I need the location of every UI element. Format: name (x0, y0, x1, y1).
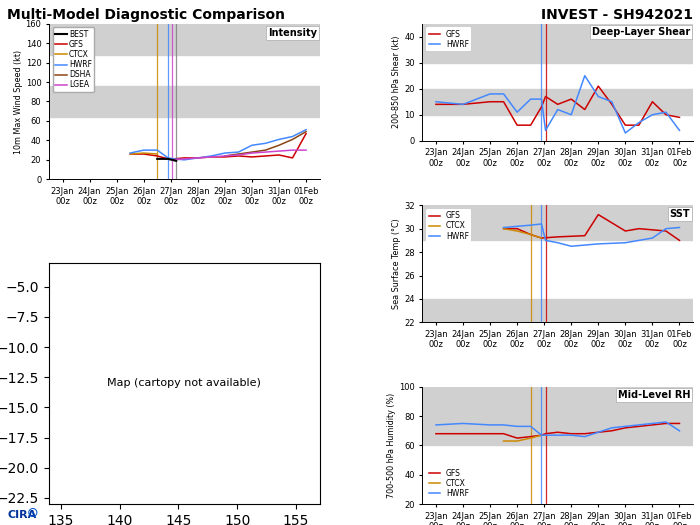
Text: SST: SST (670, 209, 690, 219)
Bar (422, 89, 693, 115)
Bar (422, 205, 693, 240)
Bar (49, 86, 320, 117)
Text: Intensity: Intensity (268, 28, 317, 38)
Bar (422, 299, 693, 322)
Y-axis label: 10m Max Wind Speed (kt): 10m Max Wind Speed (kt) (14, 49, 22, 153)
Legend: BEST, GFS, CTCX, HWRF, DSHA, LGEA: BEST, GFS, CTCX, HWRF, DSHA, LGEA (52, 27, 94, 92)
Bar (49, 24, 320, 55)
Text: Mid-Level RH: Mid-Level RH (618, 391, 690, 401)
Legend: GFS, HWRF: GFS, HWRF (426, 27, 471, 51)
Y-axis label: 200-850 hPa Shear (kt): 200-850 hPa Shear (kt) (393, 36, 401, 129)
Text: ⊙: ⊙ (27, 506, 38, 520)
Y-axis label: 700-500 hPa Humidity (%): 700-500 hPa Humidity (%) (387, 393, 396, 498)
Text: INVEST - SH942021: INVEST - SH942021 (541, 8, 693, 22)
Text: CIRA: CIRA (7, 510, 36, 520)
Text: Map (cartopy not available): Map (cartopy not available) (107, 379, 261, 388)
Y-axis label: Sea Surface Temp (°C): Sea Surface Temp (°C) (393, 218, 401, 309)
Legend: GFS, CTCX, HWRF: GFS, CTCX, HWRF (426, 209, 471, 243)
Text: Deep-Layer Shear: Deep-Layer Shear (592, 27, 690, 37)
Legend: GFS, CTCX, HWRF: GFS, CTCX, HWRF (426, 466, 471, 500)
Text: Multi-Model Diagnostic Comparison: Multi-Model Diagnostic Comparison (7, 8, 285, 22)
Bar (422, 387, 693, 445)
Bar (422, 24, 693, 62)
